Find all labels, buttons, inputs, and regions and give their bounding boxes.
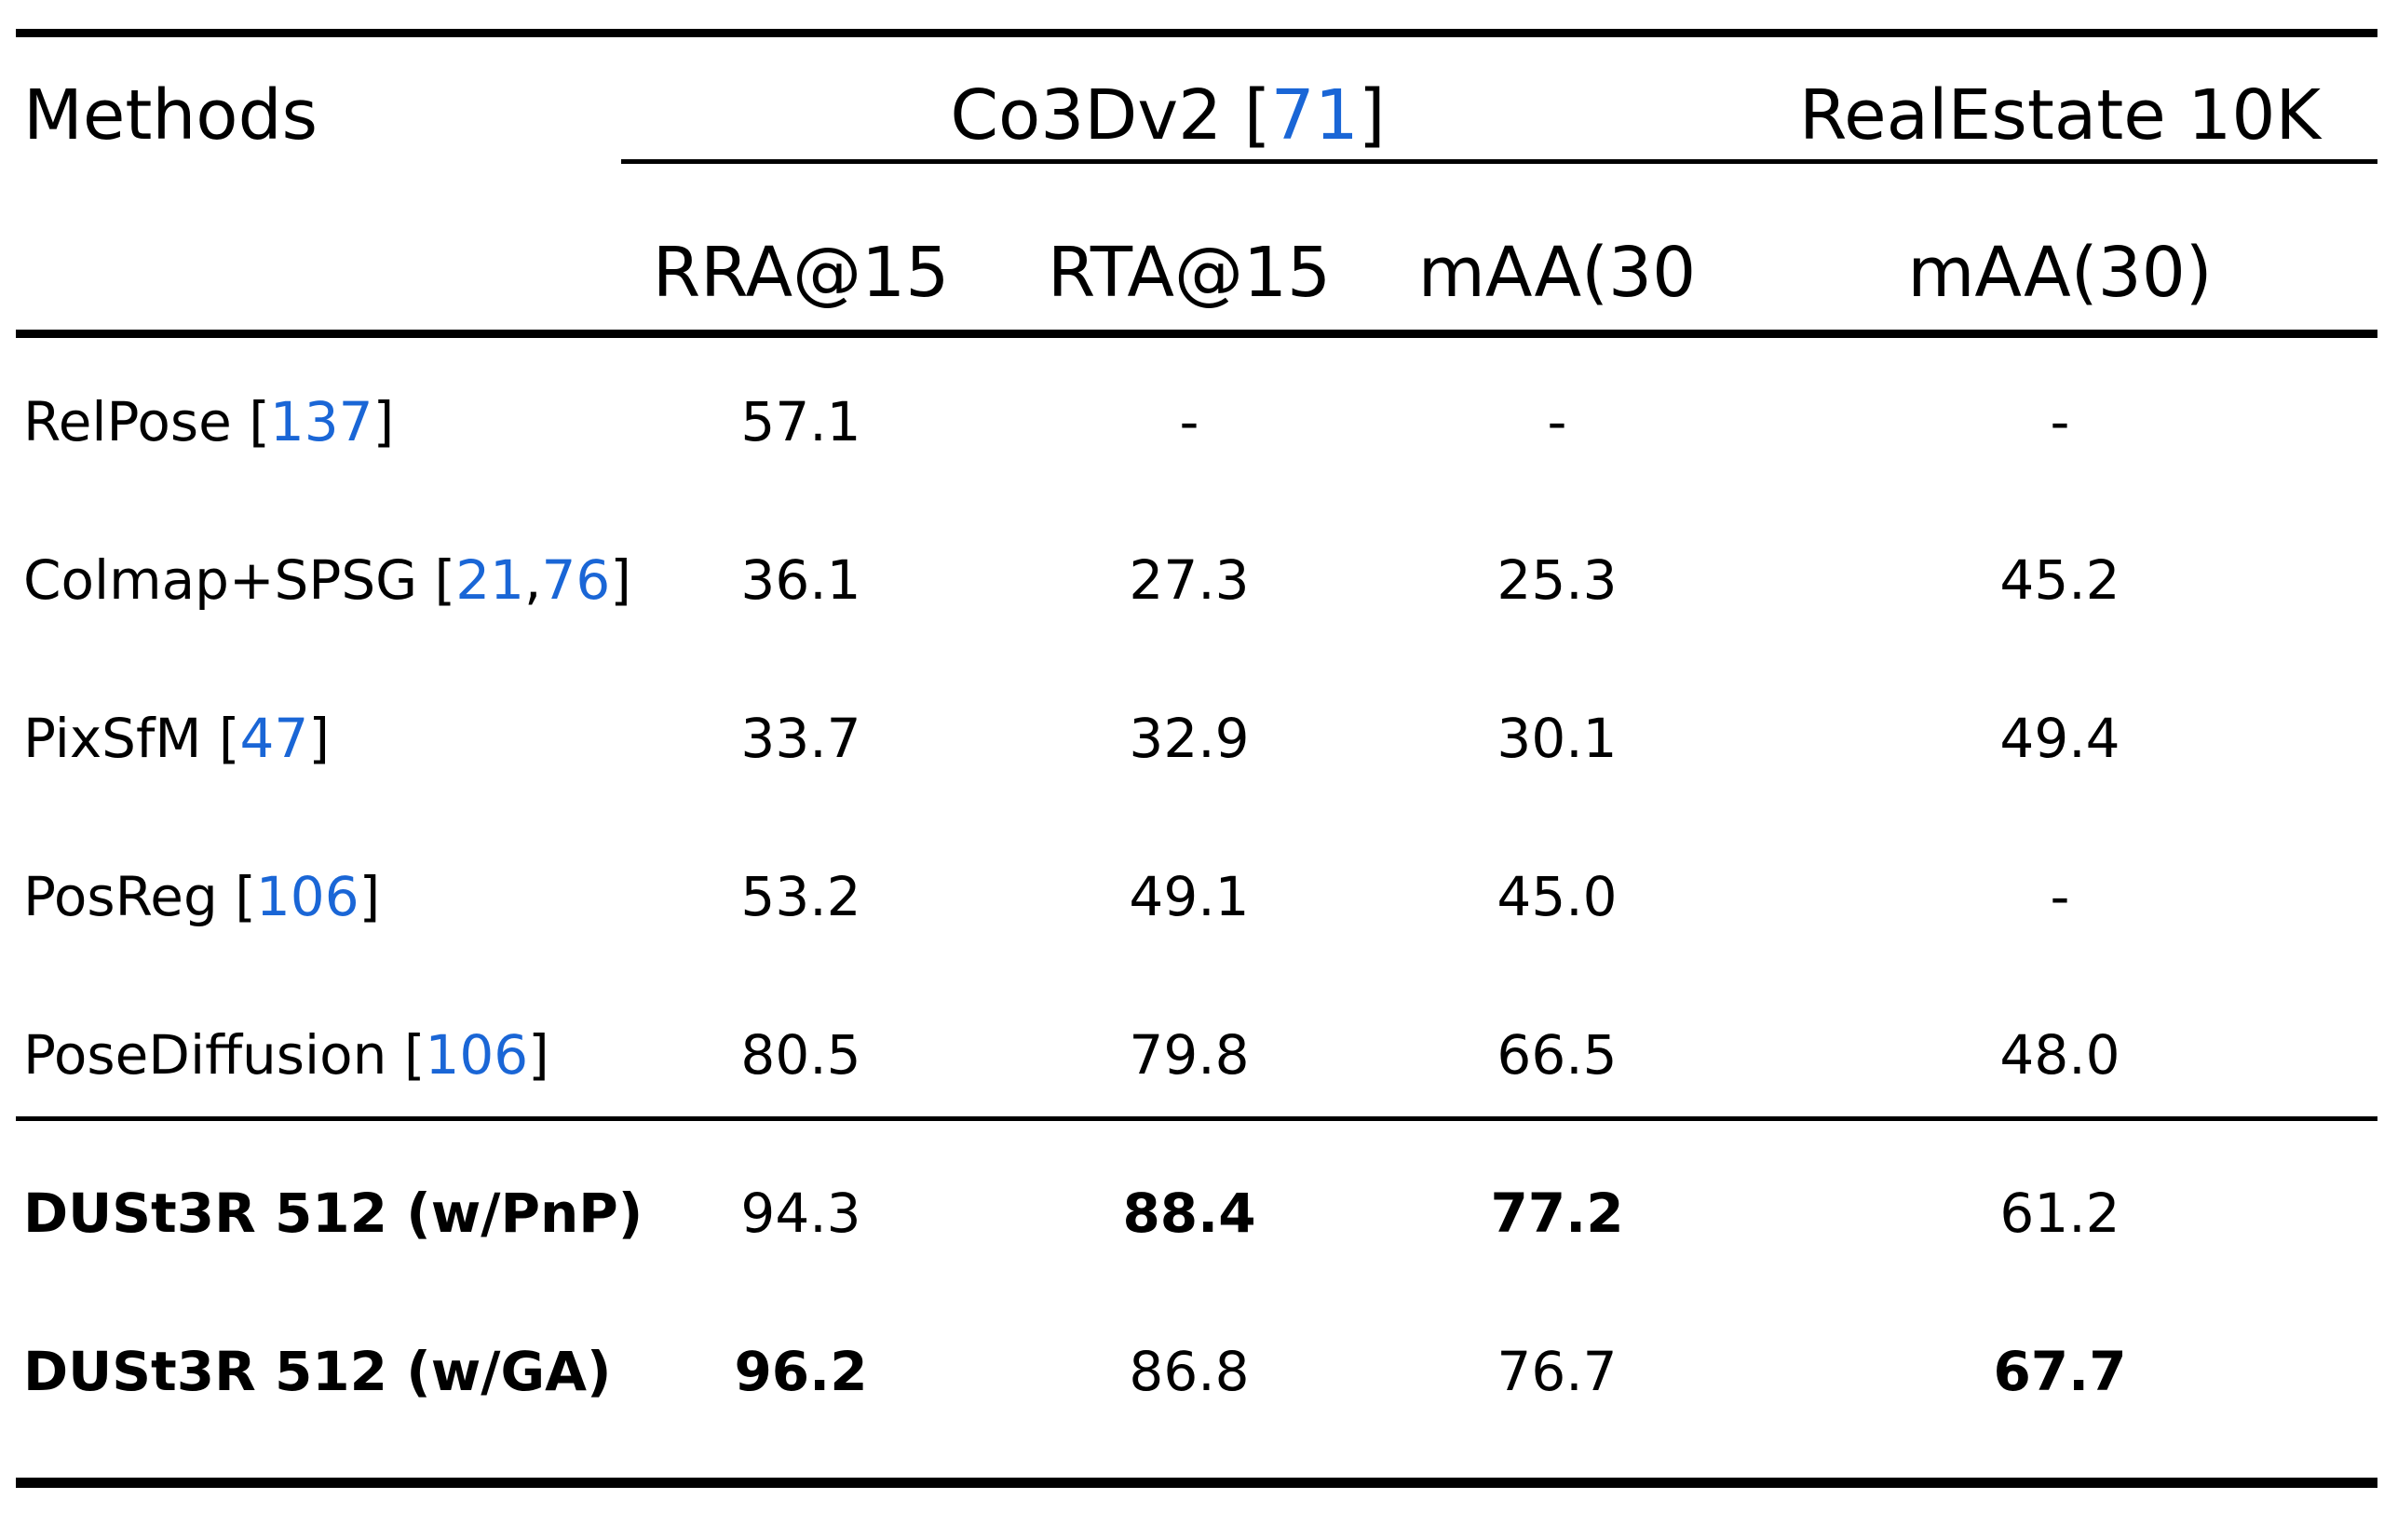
pixsfm-maa30-realestate: 49.4	[1999, 707, 2120, 770]
row-method-dust3r-ga: DUSt3R 512 (w/GA)	[23, 1340, 612, 1403]
col-header-maa30-co3d: mAA(30	[1417, 233, 1697, 313]
citation-106[interactable]: 106	[425, 1023, 529, 1087]
col-header-rra15: RRA@15	[652, 233, 950, 313]
posediffusion-maa30-co3d: 66.5	[1497, 1023, 1618, 1087]
dust3r-ga-maa30-realestate: 67.7	[1993, 1340, 2127, 1403]
row-method-pixsfm: PixSfM [47]	[23, 707, 330, 770]
posediffusion-rta15: 79.8	[1129, 1023, 1250, 1087]
dust3r-ga-maa30-co3d: 76.7	[1497, 1340, 1618, 1403]
colmap-spsg-maa30-realestate: 45.2	[1999, 548, 2120, 612]
co3dv2-group-header: Co3Dv2 [71]	[950, 81, 1385, 150]
dust3r-pnp-rra15: 94.3	[740, 1182, 861, 1245]
posreg-rra15: 53.2	[740, 865, 861, 928]
pixsfm-rta15: 32.9	[1129, 707, 1250, 770]
dust3r-ga-rra15: 96.2	[734, 1340, 868, 1403]
dust3r-ga-rta15: 86.8	[1129, 1340, 1250, 1403]
relpose-rta15: -	[1179, 390, 1199, 453]
header-bottom-rule	[16, 330, 2377, 338]
dust3r-pnp-rta15: 88.4	[1122, 1182, 1256, 1245]
posediffusion-maa30-realestate: 48.0	[1999, 1023, 2120, 1087]
pixsfm-rra15: 33.7	[740, 707, 861, 770]
group-rule	[621, 159, 2377, 164]
citation-106[interactable]: 106	[255, 865, 359, 928]
methods-header: Methods	[23, 75, 318, 155]
posreg-rta15: 49.1	[1129, 865, 1250, 928]
posreg-maa30-realestate: -	[2050, 865, 2070, 928]
colmap-spsg-rra15: 36.1	[740, 548, 861, 612]
citation-47[interactable]: 47	[239, 707, 309, 770]
col-header-maa30-realestate: mAA(30)	[1907, 233, 2213, 313]
co3dv2-citation[interactable]: 71	[1270, 75, 1359, 155]
top-rule	[16, 29, 2377, 37]
pixsfm-maa30-co3d: 30.1	[1497, 707, 1618, 770]
posediffusion-rra15: 80.5	[740, 1023, 861, 1087]
relpose-maa30-co3d: -	[1547, 390, 1567, 453]
dust3r-pnp-maa30-co3d: 77.2	[1490, 1182, 1624, 1245]
co3dv2-lbracket: [	[1243, 75, 1271, 155]
co3dv2-rbracket: ]	[1358, 75, 1386, 155]
realestate-group-header: RealEstate 10K	[1799, 75, 2321, 155]
relpose-rra15: 57.1	[740, 390, 861, 453]
colmap-spsg-maa30-co3d: 25.3	[1497, 548, 1618, 612]
col-header-rta15: RTA@15	[1047, 233, 1332, 313]
posreg-maa30-co3d: 45.0	[1497, 865, 1618, 928]
row-method-colmap-spsg: Colmap+SPSG [21,76]	[23, 548, 631, 612]
citation-21[interactable]: 21	[455, 548, 524, 612]
row-method-relpose: RelPose [137]	[23, 390, 395, 453]
co3dv2-label: Co3Dv2	[950, 75, 1244, 155]
citation-137[interactable]: 137	[269, 390, 373, 453]
mid-rule	[16, 1116, 2377, 1121]
citation-76[interactable]: 76	[541, 548, 611, 612]
row-method-posreg: PosReg [106]	[23, 865, 381, 928]
relpose-maa30-realestate: -	[2050, 390, 2070, 453]
row-method-dust3r-pnp: DUSt3R 512 (w/PnP)	[23, 1182, 643, 1245]
bottom-rule	[16, 1478, 2377, 1488]
dust3r-pnp-maa30-realestate: 61.2	[1999, 1182, 2120, 1245]
row-method-posediffusion: PoseDiffusion [106]	[23, 1023, 549, 1087]
colmap-spsg-rta15: 27.3	[1129, 548, 1250, 612]
